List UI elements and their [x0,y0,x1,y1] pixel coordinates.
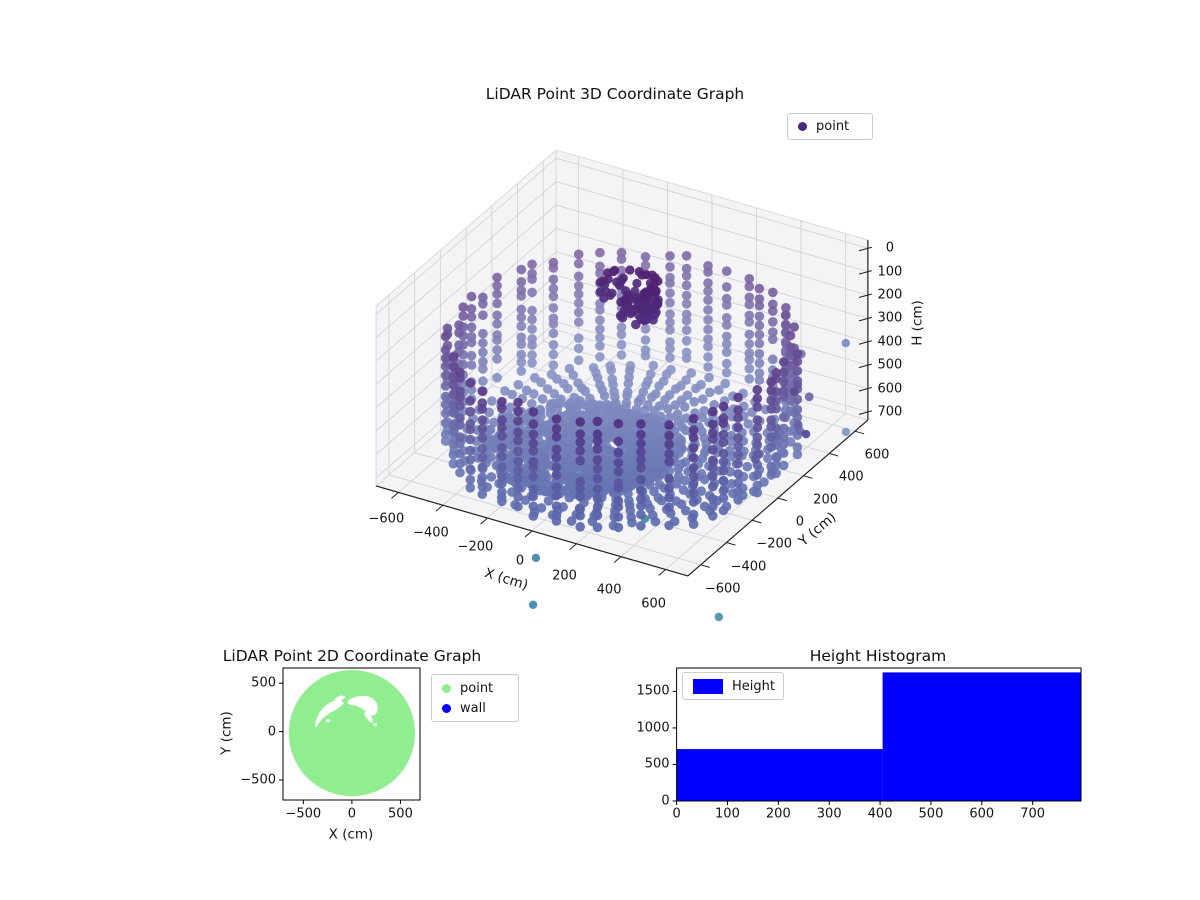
plot3d-h-tick-label: 300 [877,310,903,326]
plot2d-legend-label-point: point [460,680,494,696]
hist-legend: Height [682,672,784,700]
height-swatch-icon [693,678,723,694]
plot2d-legend-row-point: point [442,681,508,696]
plot3d-y-tick-label: 400 [838,469,864,485]
plot3d-y-tick-label: 0 [795,514,805,530]
plot2d-y-tick-label: −500 [240,772,276,788]
plot2d-x-axis-label: X (cm) [328,826,374,843]
plot2d-y-axis-label: Y (cm) [218,711,235,755]
hist-y-tick-label: 500 [644,756,670,772]
hist-x-tick-label: 300 [816,806,842,822]
plot3d-y-tick-label: −400 [730,559,767,575]
hist-x-tick-label: 200 [765,806,791,822]
plot3d-x-tick-label: 0 [515,553,525,569]
hist-y-tick-label: 0 [661,793,670,809]
plot3d-x-tick-label: −400 [413,525,449,541]
plot3d-legend-row: point [798,119,862,134]
plot2d-title: LiDAR Point 2D Coordinate Graph [222,647,482,665]
plot3d-h-tick-label: 700 [877,404,903,420]
plot3d-y-tick-label: 200 [813,492,839,508]
plot3d-x-tick-label: 600 [641,596,667,612]
plot3d-h-tick-label: 200 [877,287,903,303]
hist-legend-label: Height [732,678,775,694]
hist-y-tick-label: 1500 [636,683,670,699]
plot3d-h-tick-label: 500 [877,357,903,373]
plot3d-x-tick-label: −200 [457,539,494,555]
plot3d-y-tick-label: −600 [704,581,741,597]
plot2d-legend: point wall [431,674,519,722]
hist-title: Height Histogram [809,647,947,665]
hist-legend-row: Height [693,678,775,694]
plot2d-y-tick-label: 500 [251,675,276,691]
plot3d-h-tick-label: 400 [877,334,903,350]
plot3d-h-axis-label: H (cm) [909,300,926,346]
plot2d-legend-row-wall: wall [442,701,508,716]
plot2d-x-tick-label: 0 [347,806,357,822]
plot3d-h-tick-label: 100 [877,264,903,280]
plot2d-legend-label-wall: wall [460,700,486,716]
hist-x-tick-label: 0 [672,806,681,822]
plot3d-x-tick-label: 200 [552,568,577,584]
point-marker-icon [442,683,451,693]
plot3d-y-tick-label: 600 [864,447,890,463]
plot2d-x-tick-label: −500 [285,806,322,822]
hist-x-tick-label: 400 [867,806,893,822]
plot2d-x-tick-label: 500 [388,806,413,822]
plot3d-legend-label: point [816,119,850,134]
plot3d-h-tick-label: 600 [877,381,903,396]
plot3d-h-tick-label: 0 [885,240,895,256]
plot3d-title: LiDAR Point 3D Coordinate Graph [485,85,745,103]
plot3d-x-tick-label: −600 [368,511,405,527]
hist-x-tick-label: 500 [918,806,944,822]
plot2d-y-tick-label: 0 [267,724,276,740]
plot3d-x-tick-label: 400 [596,582,622,598]
plot3d-legend: point [787,113,873,140]
hist-x-tick-label: 700 [1020,806,1046,822]
hist-x-tick-label: 100 [715,806,740,822]
wall-marker-icon [442,703,451,713]
hist-y-tick-label: 1000 [636,720,670,736]
point-marker-icon [798,122,807,131]
plot3d-y-tick-label: −200 [756,536,793,552]
hist-x-tick-label: 600 [969,806,995,822]
